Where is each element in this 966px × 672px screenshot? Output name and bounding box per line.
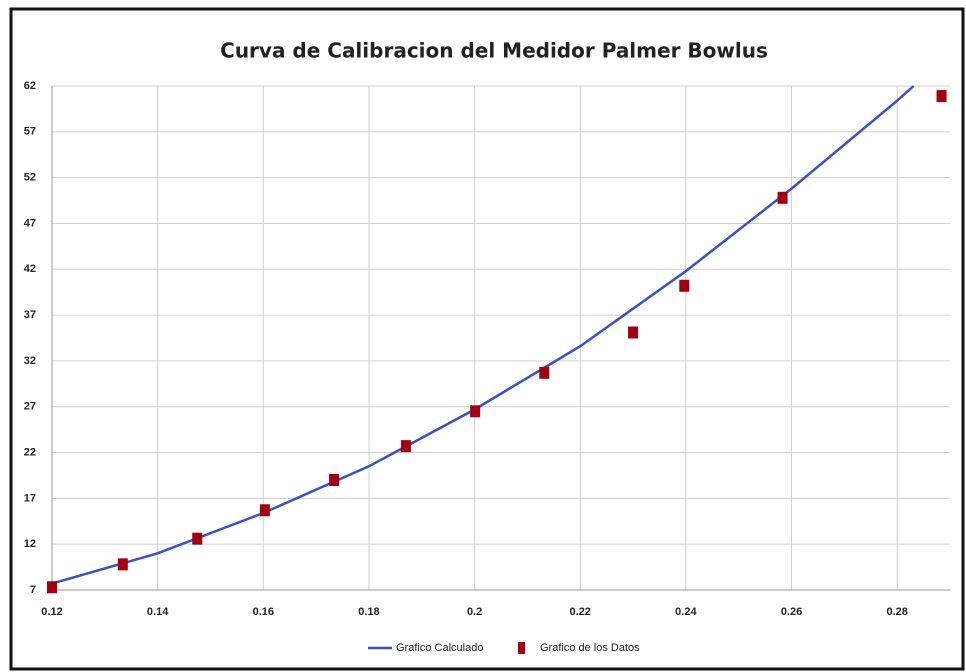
x-tick-label: 0.26 xyxy=(781,606,802,618)
data-point xyxy=(936,90,947,103)
x-tick-label: 0.24 xyxy=(675,606,697,618)
legend-label: Grafico Calculado xyxy=(396,642,483,654)
data-point xyxy=(539,366,550,379)
data-point xyxy=(628,326,639,339)
data-point xyxy=(470,405,481,418)
y-tick-label: 37 xyxy=(24,309,36,321)
data-point xyxy=(192,532,203,545)
chart-frame xyxy=(9,7,965,671)
data-point xyxy=(679,279,690,292)
x-tick-label: 0.28 xyxy=(886,606,907,618)
x-tick-label: 0.14 xyxy=(147,606,169,618)
y-tick-label: 12 xyxy=(24,538,36,550)
chart-title: Curva de Calibracion del Medidor Palmer … xyxy=(220,39,768,63)
data-point xyxy=(259,504,270,517)
legend-swatch xyxy=(518,642,525,654)
x-tick-label: 0.12 xyxy=(41,606,62,618)
x-tick-label: 0.2 xyxy=(467,606,482,618)
data-point xyxy=(777,191,788,204)
legend-label: Grafico de los Datos xyxy=(540,642,640,654)
y-tick-label: 47 xyxy=(24,217,36,229)
x-tick-label: 0.18 xyxy=(358,606,379,618)
y-tick-label: 7 xyxy=(30,584,36,596)
y-tick-label: 32 xyxy=(24,355,36,367)
y-tick-label: 27 xyxy=(24,401,36,413)
y-tick-label: 52 xyxy=(24,172,36,184)
y-tick-label: 17 xyxy=(24,492,36,504)
x-tick-label: 0.16 xyxy=(253,606,274,618)
y-tick-label: 22 xyxy=(24,446,36,458)
data-point xyxy=(117,558,128,571)
y-tick-label: 42 xyxy=(24,263,36,275)
x-tick-label: 0.22 xyxy=(570,606,591,618)
data-point xyxy=(329,474,340,487)
line-series xyxy=(51,85,915,585)
data-point xyxy=(47,581,57,594)
y-tick-label: 57 xyxy=(24,126,36,138)
data-point xyxy=(400,440,411,453)
y-tick-label: 62 xyxy=(24,80,36,92)
